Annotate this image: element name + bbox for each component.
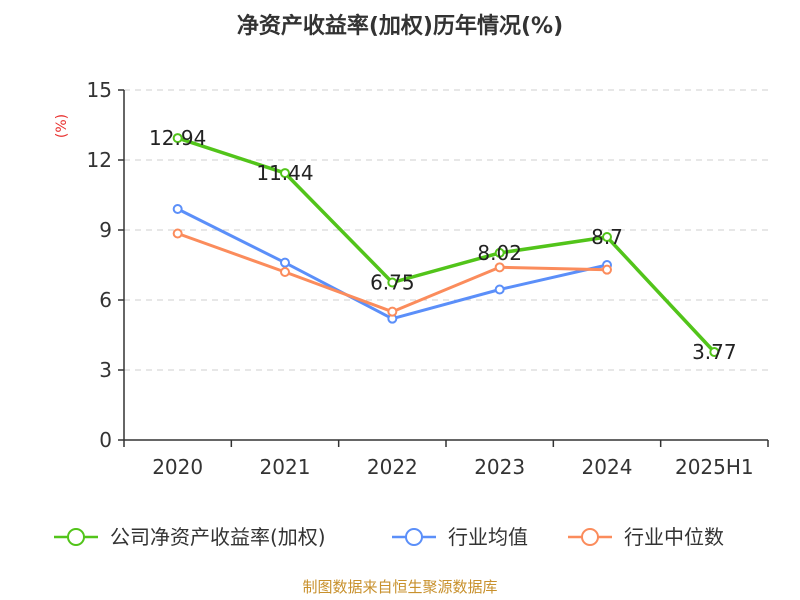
data-point (280, 267, 290, 277)
legend-swatch-marker (405, 528, 423, 546)
x-tick-label: 2022 (367, 455, 418, 479)
data-label: 11.44 (256, 161, 313, 185)
data-point (709, 347, 720, 358)
chart-title: 净资产收益率(加权)历年情况(%) (237, 13, 563, 39)
data-label: 8.02 (477, 241, 522, 265)
series-lines (172, 133, 720, 358)
legend-swatch-marker (67, 528, 85, 546)
x-tick-label: 2020 (152, 455, 203, 479)
data-point (602, 232, 612, 242)
y-tick-label: 9 (99, 218, 112, 242)
x-tick-label: 2024 (582, 455, 633, 479)
y-tick-label: 3 (99, 358, 112, 382)
legend-label: 行业均值 (448, 525, 528, 549)
legend[interactable]: 公司净资产收益率(加权) 行业均值 行业中位数 (54, 525, 724, 549)
x-tick-label: 2023 (474, 455, 525, 479)
data-point (172, 133, 183, 144)
y-tick-label: 15 (87, 78, 112, 102)
data-point (494, 262, 505, 273)
data-label: 6.75 (370, 271, 415, 295)
legend-label: 行业中位数 (624, 525, 724, 549)
data-point (387, 277, 398, 288)
y-tick-label: 0 (99, 428, 112, 452)
grid-lines (124, 89, 768, 371)
data-labels: 12.94 11.44 6.75 8.02 8.7 3.77 (149, 126, 737, 364)
legend-item-0[interactable]: 公司净资产收益率(加权) (54, 525, 326, 549)
y-tick-label: 6 (99, 288, 112, 312)
legend-item-2[interactable]: 行业中位数 (568, 525, 724, 549)
axes: 0 3 6 9 12 15 2020 2021 2022 2023 2024 2025H1 (87, 78, 769, 479)
data-point (494, 284, 505, 295)
data-label: 8.7 (591, 225, 623, 249)
legend-label: 公司净资产收益率(加权) (110, 525, 326, 549)
data-point (280, 257, 290, 268)
legend-swatch-marker (581, 528, 599, 546)
data-point (494, 247, 505, 258)
data-point (602, 264, 612, 275)
x-tick-label: 2021 (260, 455, 311, 479)
legend-item-1[interactable]: 行业均值 (392, 525, 528, 549)
data-point (387, 306, 398, 317)
x-tick-label: 2025H1 (675, 455, 754, 479)
source-note: 制图数据来自恒生聚源数据库 (302, 578, 497, 596)
data-point (172, 228, 183, 239)
data-point (280, 168, 290, 179)
data-label: 12.94 (149, 126, 206, 150)
data-point (172, 204, 183, 214)
y-tick-label: 12 (87, 148, 112, 172)
series-line-1 (177, 207, 608, 321)
series-line-0 (177, 136, 716, 354)
data-label: 3.77 (692, 340, 737, 364)
y-axis-unit-label: (%) (54, 114, 70, 138)
